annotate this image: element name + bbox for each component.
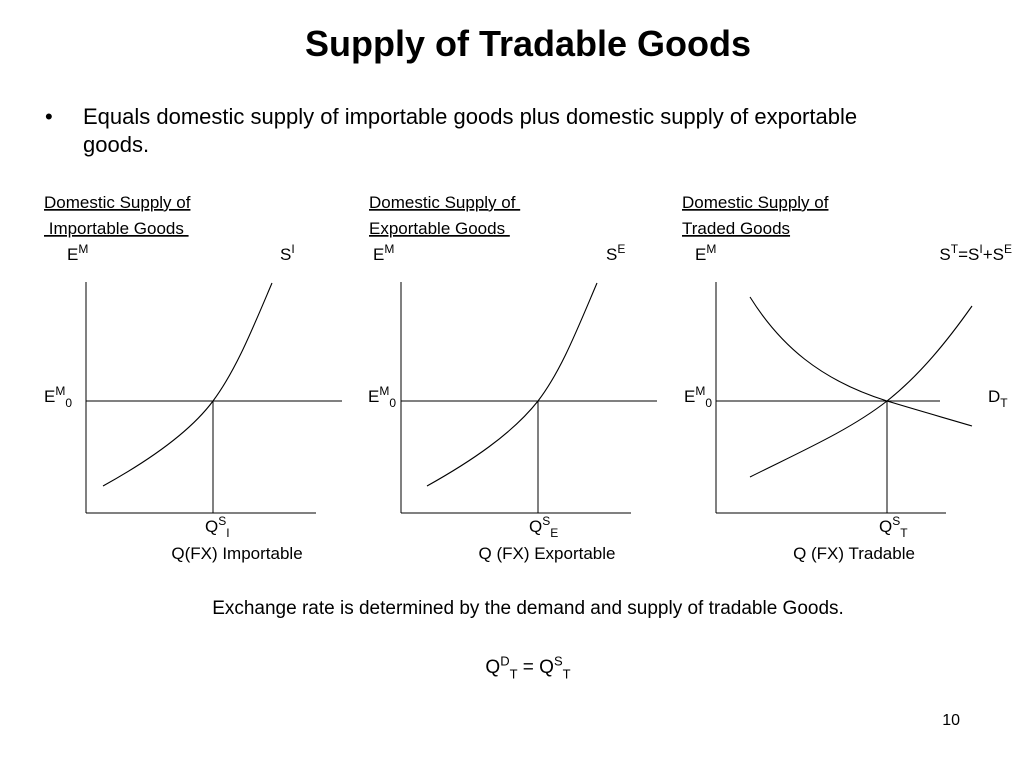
text-segment: 0 xyxy=(65,396,72,410)
diagram-exportable xyxy=(400,282,657,514)
y-axis-label: EM xyxy=(67,242,88,264)
text-segment: E xyxy=(44,387,55,406)
demand-curve xyxy=(749,296,973,427)
text-segment: I xyxy=(291,242,294,256)
curve-label: DT xyxy=(988,387,1008,410)
text-segment: Q xyxy=(485,657,500,678)
text-segment: Q xyxy=(529,517,542,536)
panel-heading: Importable Goods xyxy=(44,219,189,238)
quantity-label: QSE xyxy=(529,514,558,540)
text-segment: E xyxy=(373,245,384,264)
text-segment: M xyxy=(706,242,716,256)
title: Supply of Tradable Goods xyxy=(305,23,751,64)
text-segment: = Q xyxy=(518,657,554,678)
text-segment: Q xyxy=(879,517,892,536)
panel-heading: Domestic Supply of xyxy=(369,193,520,212)
text-segment: S xyxy=(892,514,900,528)
y-axis-label: EM xyxy=(373,242,394,264)
text-segment: S xyxy=(554,653,563,668)
text-segment: D xyxy=(988,387,1000,406)
equilibrium-label: EM0 xyxy=(684,384,712,410)
curve-label: SI xyxy=(280,242,295,264)
text-segment: S xyxy=(218,514,226,528)
text-segment: M xyxy=(379,384,389,398)
panel-heading: Domestic Supply of xyxy=(44,193,191,212)
text-segment: +S xyxy=(983,245,1004,264)
panel-heading: Domestic Supply of xyxy=(682,193,829,212)
supply-curve xyxy=(102,282,273,487)
text-segment: I xyxy=(979,242,982,256)
curve-label: SE xyxy=(606,242,625,264)
text-segment: S xyxy=(939,245,950,264)
text-segment: M xyxy=(55,384,65,398)
text-segment: T xyxy=(951,242,959,256)
bullet-line: goods. xyxy=(83,132,149,157)
text-segment: =S xyxy=(958,245,979,264)
text-segment: E xyxy=(368,387,379,406)
conclusion: Exchange rate is determined by the deman… xyxy=(212,598,844,619)
diagram-importable xyxy=(85,282,342,514)
text-segment: M xyxy=(78,242,88,256)
supply-curve xyxy=(426,282,598,487)
y-axis-label: EM xyxy=(695,242,716,264)
bullet-marker: • xyxy=(45,104,53,129)
curve-label: ST=SI+SE xyxy=(939,242,1012,264)
text-segment: T xyxy=(510,667,518,682)
equilibrium-label: EM0 xyxy=(44,384,72,410)
equilibrium-label: EM0 xyxy=(368,384,396,410)
text-segment: T xyxy=(900,526,908,540)
text-segment: S xyxy=(280,245,291,264)
bullet-line: Equals domestic supply of importable goo… xyxy=(83,104,857,129)
equation: QDT = QST xyxy=(485,653,570,681)
text-segment: E xyxy=(695,245,706,264)
x-axis-label: Q(FX) Importable xyxy=(171,544,302,563)
text-segment: 0 xyxy=(389,396,396,410)
x-axis-label: Q (FX) Exportable xyxy=(479,544,616,563)
panel-heading: Traded Goods xyxy=(682,219,790,238)
text-segment: M xyxy=(695,384,705,398)
text-segment: 0 xyxy=(705,396,712,410)
quantity-label: QSI xyxy=(205,514,230,540)
text-segment: E xyxy=(617,242,625,256)
text-segment: M xyxy=(384,242,394,256)
text-segment: D xyxy=(500,653,509,668)
text-segment: S xyxy=(606,245,617,264)
text-segment: T xyxy=(1000,396,1008,410)
x-axis-label: Q (FX) Tradable xyxy=(793,544,915,563)
text-segment: I xyxy=(226,526,229,540)
panel-heading: Exportable Goods xyxy=(369,219,510,238)
page-number: 10 xyxy=(942,712,960,729)
quantity-label: QST xyxy=(879,514,908,540)
text-segment: E xyxy=(1004,242,1012,256)
text-segment: S xyxy=(542,514,550,528)
text-segment: Q xyxy=(205,517,218,536)
text-segment: E xyxy=(684,387,695,406)
text-segment: T xyxy=(563,667,571,682)
text-segment: E xyxy=(550,526,558,540)
text-segment: E xyxy=(67,245,78,264)
diagram-tradable xyxy=(715,282,973,514)
